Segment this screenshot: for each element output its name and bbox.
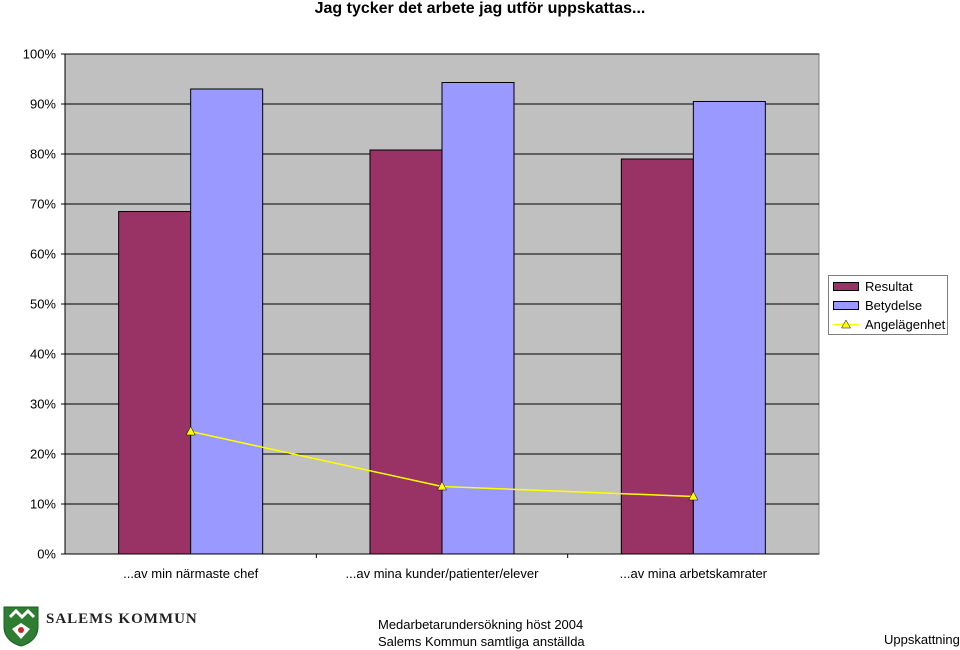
salems-kommun-logo: SALEMS KOMMUN [2, 605, 198, 647]
point-angelagenhet [688, 490, 699, 501]
survey-line-2: Salems Kommun samtliga anställda [378, 634, 585, 649]
y-tick-label: 50% [30, 297, 56, 312]
chart-title: Jag tycker det arbete jag utför uppskatt… [314, 0, 646, 17]
y-tick-label: 90% [30, 97, 56, 112]
legend-item-angelagenhet: Angelägenhet [833, 315, 945, 333]
legend-label-angelagenhet: Angelägenhet [865, 316, 946, 332]
bar-resultat [620, 158, 694, 555]
legend-label-betydelse: Betydelse [865, 297, 923, 313]
x-tick-label: ...av min närmaste chef [123, 566, 258, 581]
y-tick-label: 80% [30, 147, 56, 162]
y-tick-label: 30% [30, 397, 56, 412]
y-tick-label: 20% [30, 447, 56, 462]
point-angelagenhet [185, 425, 196, 436]
x-tick-label: ...av mina arbetskamrater [620, 566, 768, 581]
legend-swatch-resultat [833, 281, 859, 291]
bar-chart: 0% 10% 20% 30% 40% 50% 60% 70% 80% 90% 100% ...av m… [23, 47, 820, 581]
y-tick-label: 40% [30, 347, 56, 362]
legend-swatch-betydelse [833, 300, 859, 310]
legend-item-betydelse: Betydelse [833, 296, 922, 314]
chart-legend: Resultat Betydelse Angelägenhet [828, 275, 948, 335]
page-label: Uppskattning [884, 632, 960, 647]
bar-betydelse [190, 88, 264, 555]
coat-of-arms-icon [3, 606, 39, 647]
survey-line-1: Medarbetarundersökning höst 2004 [378, 617, 584, 632]
bar-resultat [369, 149, 443, 555]
point-angelagenhet [437, 480, 447, 491]
y-tick-label: 0% [37, 547, 56, 562]
y-tick-label: 60% [30, 247, 56, 262]
legend-line-angelagenhet [833, 319, 859, 329]
bar-betydelse [441, 82, 515, 555]
legend-item-resultat: Resultat [833, 277, 913, 295]
y-tick-label: 10% [30, 497, 56, 512]
bar-resultat [118, 211, 192, 555]
survey-info: Medarbetarundersökning höst 2004 Salems … [378, 616, 585, 650]
logo-text: SALEMS KOMMUN [46, 610, 198, 627]
y-tick-label: 70% [30, 197, 56, 212]
legend-label-resultat: Resultat [865, 278, 913, 294]
y-tick-label: 100% [23, 47, 57, 62]
x-tick-label: ...av mina kunder/patienter/elever [346, 566, 540, 581]
bar-betydelse [692, 101, 766, 555]
